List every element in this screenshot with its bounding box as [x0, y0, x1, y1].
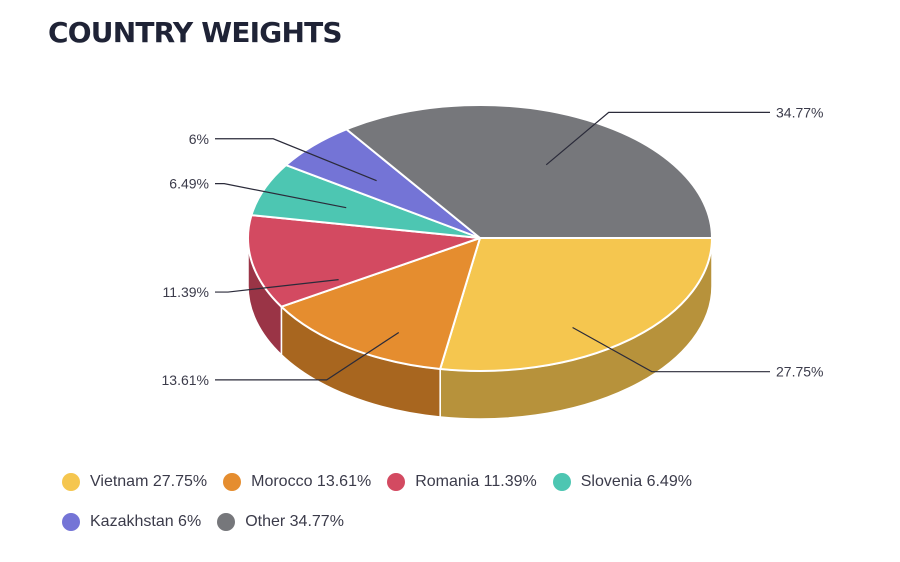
- legend-item-slovenia[interactable]: Slovenia 6.49%: [552, 473, 692, 491]
- legend-label-morocco: Morocco 13.61%: [251, 473, 372, 490]
- leader-line-other: [545, 111, 770, 166]
- pie-chart: 27.75% 13.61% 11.39% 6.49% 6% 34.77%: [162, 104, 824, 420]
- legend-label-slovenia: Slovenia 6.49%: [580, 473, 692, 490]
- data-label-morocco: 13.61%: [162, 372, 209, 388]
- legend-row-1: Vietnam 27.75% Morocco 13.61% Romania 11…: [62, 470, 862, 494]
- leader-line-slovenia: [215, 183, 347, 209]
- data-label-slovenia: 6.49%: [169, 176, 209, 192]
- leader-line-morocco: [215, 331, 400, 381]
- leader-line-romania: [215, 278, 339, 293]
- pie-top-group: [247, 104, 713, 372]
- legend-swatch-morocco: [223, 473, 242, 491]
- legend-item-romania[interactable]: Romania 11.39%: [387, 473, 537, 491]
- legend-label-romania: Romania 11.39%: [415, 473, 537, 490]
- pie-label-group: 27.75% 13.61% 11.39% 6.49% 6% 34.77%: [162, 104, 824, 387]
- legend-label-kazakhstan: Kazakhstan 6%: [90, 513, 202, 530]
- legend-swatch-slovenia: [552, 473, 571, 491]
- leader-line-vietnam: [572, 326, 770, 373]
- legend-label-other: Other 34.77%: [245, 513, 344, 530]
- data-label-vietnam: 27.75%: [776, 364, 823, 380]
- data-label-kazakhstan: 6%: [189, 131, 209, 147]
- legend: Vietnam 27.75% Morocco 13.61% Romania 11…: [62, 470, 862, 550]
- legend-swatch-other: [217, 513, 236, 531]
- data-label-romania: 11.39%: [163, 284, 209, 300]
- pie-slice-morocco: [280, 237, 481, 371]
- legend-item-vietnam[interactable]: Vietnam 27.75%: [62, 473, 207, 491]
- legend-row-2: Kazakhstan 6% Other 34.77%: [62, 510, 862, 534]
- data-label-other: 34.77%: [776, 104, 823, 120]
- legend-item-kazakhstan[interactable]: Kazakhstan 6%: [62, 513, 201, 531]
- legend-item-morocco[interactable]: Morocco 13.61%: [223, 473, 371, 491]
- legend-item-other[interactable]: Other 34.77%: [217, 513, 344, 531]
- chart-title: COUNTRY WEIGHTS: [48, 16, 343, 49]
- legend-swatch-kazakhstan: [62, 513, 80, 531]
- legend-swatch-romania: [387, 473, 406, 491]
- leader-line-kazakhstan: [215, 138, 377, 182]
- legend-label-vietnam: Vietnam 27.75%: [90, 473, 208, 490]
- legend-swatch-vietnam: [62, 473, 80, 491]
- pie-slice-other: [345, 104, 713, 239]
- pie-slice-vietnam: [439, 237, 713, 372]
